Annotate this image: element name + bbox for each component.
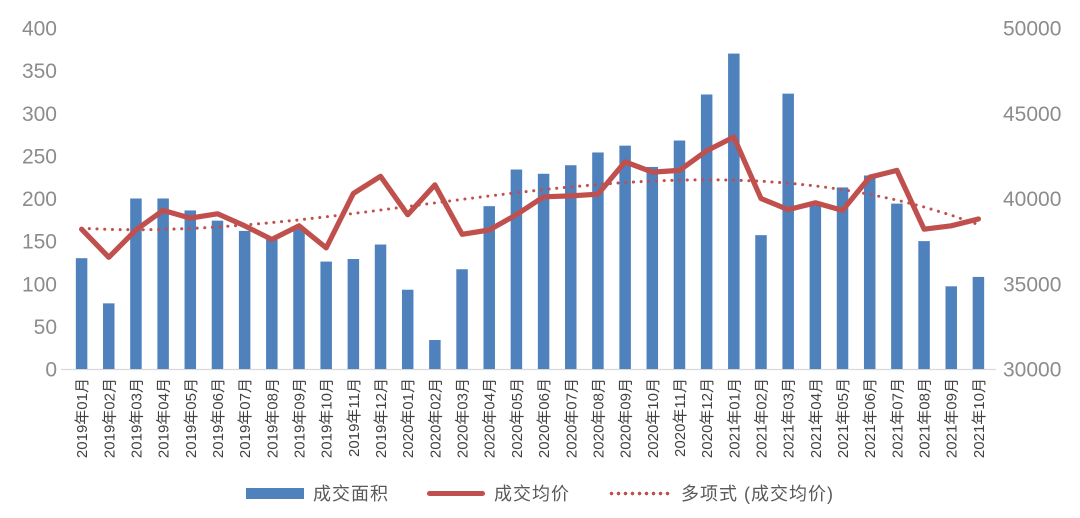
bar-2019年01月 bbox=[75, 258, 88, 369]
x-axis-label-2021年06月: 2021年06月 bbox=[862, 378, 879, 458]
x-axis-label-2019年02月: 2019年02月 bbox=[101, 378, 118, 458]
x-axis-label-2020年07月: 2020年07月 bbox=[563, 378, 580, 458]
bar-2020年12月 bbox=[700, 94, 713, 369]
bar-2020年02月 bbox=[429, 340, 441, 369]
bar-2020年06月 bbox=[537, 173, 550, 369]
bars-group bbox=[75, 53, 985, 370]
bar-2019年08月 bbox=[266, 237, 278, 369]
bar-2021年04月 bbox=[809, 205, 822, 369]
bar-2019年05月 bbox=[184, 210, 197, 369]
x-axis-label-2021年09月: 2021年09月 bbox=[944, 378, 961, 458]
x-axis-label-2021年07月: 2021年07月 bbox=[889, 378, 906, 458]
bar-2020年03月 bbox=[456, 269, 468, 369]
bar-2021年02月 bbox=[755, 235, 767, 369]
x-axis-label-2020年01月: 2020年01月 bbox=[400, 378, 417, 458]
left-axis-tick-label: 400 bbox=[22, 18, 57, 41]
x-axis-label-2019年07月: 2019年07月 bbox=[237, 378, 254, 458]
bar-2021年05月 bbox=[836, 187, 849, 369]
x-axis-label-2019年01月: 2019年01月 bbox=[74, 378, 91, 458]
x-axis-label-2021年08月: 2021年08月 bbox=[917, 378, 934, 458]
x-axis-label-2019年09月: 2019年09月 bbox=[292, 378, 309, 458]
x-axis-label-2020年10月: 2020年10月 bbox=[645, 378, 662, 458]
legend-label-bar-series: 成交面积 bbox=[313, 484, 389, 504]
bar-2021年07月 bbox=[891, 203, 903, 369]
bar-2019年02月 bbox=[103, 303, 115, 369]
bar-2019年11月 bbox=[347, 259, 360, 369]
x-axis-label-2020年11月: 2020年11月 bbox=[672, 378, 689, 457]
bar-2021年03月 bbox=[782, 93, 794, 369]
right-axis-tick-label: 35000 bbox=[1003, 273, 1061, 296]
legend-item-trendline-series: 多项式 (成交均价) bbox=[608, 480, 834, 506]
price-line-path bbox=[79, 134, 981, 260]
bar-2021年09月 bbox=[945, 286, 957, 369]
bar-2019年09月 bbox=[293, 227, 305, 369]
legend-item-line-series: 成交均价 bbox=[427, 480, 570, 506]
right-axis-tick-label: 40000 bbox=[1003, 188, 1061, 211]
left-axis-tick-label: 300 bbox=[22, 103, 57, 126]
right-axis-tick-label: 30000 bbox=[1003, 359, 1061, 382]
x-axis-label-2020年05月: 2020年05月 bbox=[509, 378, 526, 458]
x-axis-label-2021年05月: 2021年05月 bbox=[835, 378, 852, 458]
bar-2020年11月 bbox=[673, 140, 686, 369]
right-axis-tick-label: 45000 bbox=[1003, 103, 1061, 126]
legend-label-line-series: 成交均价 bbox=[494, 484, 570, 504]
left-axis-tick-label: 200 bbox=[22, 188, 57, 211]
bar-2020年09月 bbox=[619, 145, 631, 369]
x-axis-label-2020年09月: 2020年09月 bbox=[618, 378, 635, 458]
chart-canvas: 0 50 100 150 200 250 300 350 400 30000 35000 40000 4… bbox=[22, 18, 1061, 459]
left-axis-tick-label: 0 bbox=[45, 359, 57, 382]
x-axis-label-2020年06月: 2020年06月 bbox=[536, 378, 553, 458]
x-axis-label-2020年02月: 2020年02月 bbox=[427, 378, 444, 458]
left-axis-labels: 0 50 100 150 200 250 300 350 400 bbox=[22, 18, 57, 382]
x-axis-label-2019年10月: 2019年10月 bbox=[319, 378, 336, 458]
x-axis-label-2020年04月: 2020年04月 bbox=[482, 378, 499, 458]
left-axis-tick-label: 250 bbox=[22, 145, 57, 168]
x-axis-label-2019年04月: 2019年04月 bbox=[156, 378, 173, 458]
x-axis-label-2021年01月: 2021年01月 bbox=[726, 378, 743, 458]
bar-2020年10月 bbox=[646, 166, 659, 369]
bar-2020年07月 bbox=[565, 165, 577, 369]
x-axis-label-2019年03月: 2019年03月 bbox=[128, 378, 145, 458]
legend-label-trendline-series: 多项式 (成交均价) bbox=[681, 484, 834, 504]
bar-2021年08月 bbox=[918, 241, 930, 370]
x-axis-label-2019年11月: 2019年11月 bbox=[346, 378, 363, 457]
bar-2021年01月 bbox=[728, 53, 740, 369]
right-axis-tick-label: 50000 bbox=[1003, 18, 1061, 41]
x-axis-label-2019年06月: 2019年06月 bbox=[210, 378, 227, 458]
bar-2020年04月 bbox=[483, 206, 495, 369]
bar-2020年05月 bbox=[510, 169, 523, 369]
left-axis-tick-label: 50 bbox=[34, 316, 57, 339]
bar-2021年06月 bbox=[863, 175, 876, 369]
x-axis-label-2020年12月: 2020年12月 bbox=[699, 378, 716, 458]
right-axis-labels: 30000 35000 40000 45000 50000 bbox=[1003, 18, 1061, 382]
left-axis-tick-label: 150 bbox=[22, 231, 57, 254]
trendline-series-swatch bbox=[608, 490, 672, 496]
bar-2021年10月 bbox=[972, 276, 985, 369]
x-axis-labels: 2019年01月 2019年02月 2019年03月 2019年04月 2019年05月… bbox=[74, 378, 988, 458]
bar-2020年08月 bbox=[592, 152, 604, 369]
x-axis-label-2019年05月: 2019年05月 bbox=[183, 378, 200, 458]
bar-series-swatch bbox=[246, 487, 304, 499]
x-axis-label-2020年08月: 2020年08月 bbox=[590, 378, 607, 458]
x-axis-label-2021年03月: 2021年03月 bbox=[781, 378, 798, 458]
bar-2019年12月 bbox=[374, 244, 387, 369]
x-axis-label-2021年10月: 2021年10月 bbox=[971, 378, 988, 458]
bar-2019年04月 bbox=[157, 198, 169, 369]
x-axis-label-2020年03月: 2020年03月 bbox=[455, 378, 472, 458]
x-axis-label-2021年04月: 2021年04月 bbox=[808, 378, 825, 458]
bar-2019年10月 bbox=[320, 261, 332, 369]
line-series-swatch bbox=[427, 490, 485, 496]
legend-item-bar-series: 成交面积 bbox=[246, 480, 389, 506]
left-axis-tick-label: 350 bbox=[22, 60, 57, 83]
x-axis-label-2019年12月: 2019年12月 bbox=[373, 378, 390, 458]
x-axis-label-2021年02月: 2021年02月 bbox=[754, 378, 771, 458]
bar-2019年03月 bbox=[130, 198, 142, 369]
x-axis-label-2019年08月: 2019年08月 bbox=[264, 378, 281, 458]
bar-2019年07月 bbox=[238, 230, 251, 369]
legend: 成交面积 成交均价 多项式 (成交均价) bbox=[0, 480, 1080, 506]
bar-2020年01月 bbox=[401, 289, 414, 369]
bar-2019年06月 bbox=[211, 220, 224, 369]
left-axis-tick-label: 100 bbox=[22, 273, 57, 296]
